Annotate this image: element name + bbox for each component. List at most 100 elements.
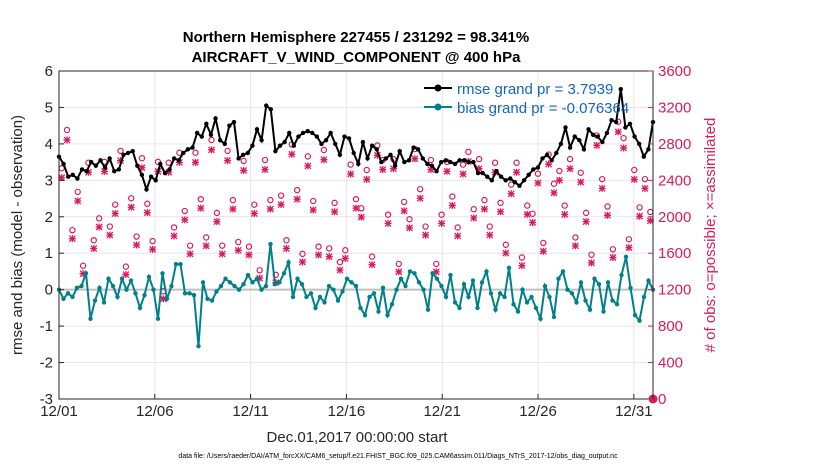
rmse-point (563, 125, 568, 130)
rmse-point (66, 174, 71, 179)
bias-point (475, 305, 480, 311)
bias-point (335, 298, 341, 303)
bias-point (448, 272, 453, 278)
obs-possible-marker (475, 155, 483, 163)
obs-assimilated-marker (598, 184, 606, 192)
bias-point (250, 280, 255, 285)
bias-point (502, 294, 507, 300)
left-tick-label: 1 (45, 245, 53, 262)
bias-point (560, 269, 566, 274)
obs-possible-marker (384, 211, 392, 218)
obs-possible-marker (342, 247, 349, 254)
bias-point (574, 300, 579, 305)
obs-possible-marker (358, 205, 365, 212)
bias-point (241, 282, 246, 287)
obs-assimilated-marker (523, 210, 531, 218)
obs-assimilated-marker (117, 157, 125, 165)
rmse-point (627, 121, 633, 127)
obs-assimilated-marker (320, 156, 328, 164)
right-tick-label: 800 (658, 318, 683, 335)
obs-assimilated-marker (636, 212, 644, 220)
obs-assimilated-marker (443, 167, 451, 175)
bias-point (407, 269, 413, 274)
rmse-point (84, 169, 89, 174)
obs-possible-marker (326, 245, 333, 252)
bias-point (596, 282, 602, 287)
bias-point (101, 300, 107, 305)
rmse-point (471, 159, 476, 165)
bias-point (133, 291, 138, 296)
rmse-point (319, 141, 324, 147)
bias-point (74, 285, 80, 291)
obs-assimilated-marker (502, 249, 510, 257)
obs-possible-marker (309, 197, 317, 205)
obs-assimilated-marker (363, 175, 371, 183)
obs-possible-marker (202, 234, 210, 241)
obs-possible-marker (299, 250, 306, 258)
obs-possible-marker (347, 161, 354, 168)
obs-possible-marker (261, 156, 269, 164)
bias-point (182, 291, 188, 296)
left-tick-label: 2 (45, 209, 53, 226)
obs-possible-marker (486, 223, 493, 230)
obs-possible-marker (181, 207, 188, 215)
obs-possible-marker (534, 170, 542, 177)
bias-point (128, 278, 134, 283)
rmse-point (107, 156, 112, 161)
rmse-point (521, 178, 527, 183)
obs-assimilated-marker (507, 190, 515, 198)
rmse-point (61, 161, 66, 167)
right-tick-label: 400 (658, 355, 683, 372)
obs-possible-marker (427, 156, 435, 164)
rmse-point (333, 141, 338, 147)
obs-assimilated-marker (347, 170, 355, 178)
bias-point (511, 302, 516, 307)
obs-possible-marker (631, 166, 638, 174)
rmse-point (572, 134, 577, 139)
obs-possible-marker (122, 263, 130, 270)
obs-possible-marker (256, 267, 263, 274)
obs-assimilated-marker (202, 242, 210, 250)
bias-point (340, 289, 345, 294)
obs-possible-marker (277, 192, 285, 199)
bias-point (313, 305, 318, 311)
right-tick-label: 1200 (658, 282, 691, 299)
obs-assimilated-marker (68, 235, 76, 243)
obs-possible-marker (433, 260, 440, 268)
x-tick-label: 12/01 (40, 403, 78, 420)
obs-assimilated-marker (170, 232, 178, 240)
obs-assimilated-marker (175, 158, 183, 166)
obs-assimilated-marker (58, 174, 66, 182)
bias-point (479, 280, 485, 285)
rmse-point (406, 158, 412, 163)
right-tick-label: 2000 (658, 209, 691, 226)
rmse-point (167, 167, 172, 172)
rmse-point (434, 169, 439, 174)
bias-point (632, 312, 638, 318)
bias-point (587, 307, 593, 312)
right-axis-ticks: 0 400 800 1200 1600 2000 2400 2800 3200 3600 (648, 63, 691, 408)
obs-assimilated-marker (138, 164, 146, 172)
bias-point (200, 280, 206, 285)
obs-assimilated-marker (475, 165, 483, 173)
bias-point (173, 261, 179, 267)
obs-possible-marker (465, 148, 472, 156)
bias-point (628, 285, 633, 291)
bias-point (439, 283, 444, 289)
obs-possible-marker (561, 202, 568, 209)
obs-assimilated-marker (213, 218, 221, 226)
bias-point (506, 265, 512, 270)
x-tick-label: 12/26 (519, 403, 557, 420)
obs-possible-marker (641, 175, 649, 183)
obs-assimilated-marker (513, 168, 521, 176)
obs-assimilated-marker (646, 217, 654, 225)
obs-assimilated-marker (143, 209, 151, 217)
rmse-point (498, 174, 504, 179)
rmse-point (194, 130, 200, 136)
rmse-point (79, 167, 85, 172)
rmse-point (282, 139, 287, 145)
obs-possible-marker (197, 195, 205, 203)
obs-assimilated-marker (427, 166, 435, 174)
obs-assimilated-marker (550, 189, 558, 197)
rmse-point (135, 163, 140, 168)
